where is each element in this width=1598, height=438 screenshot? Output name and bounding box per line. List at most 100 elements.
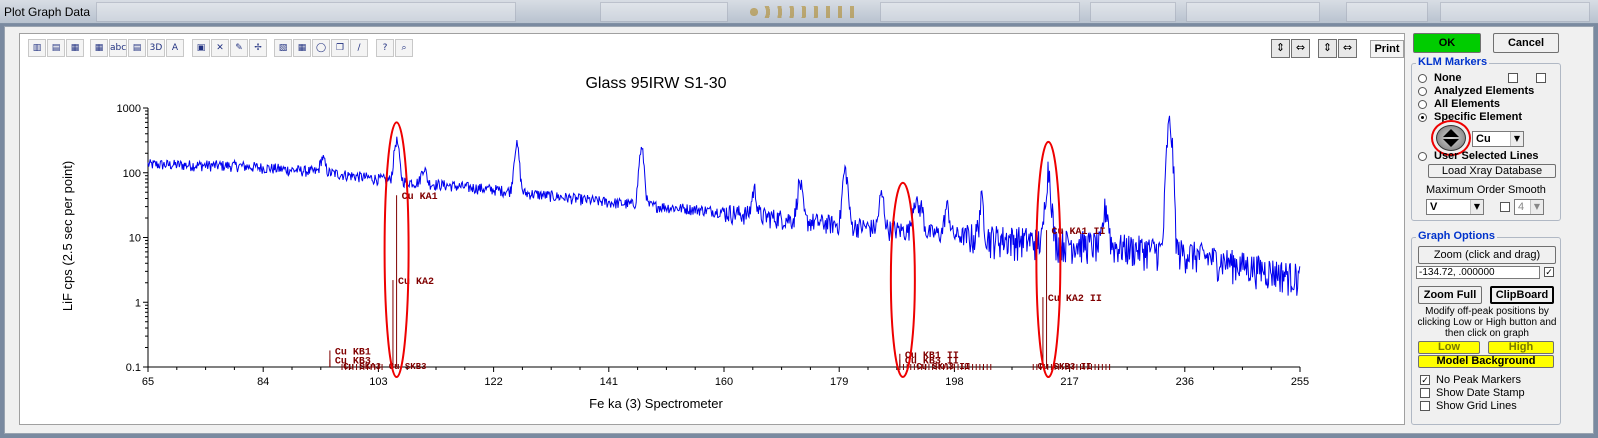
data-grid-icon[interactable]: ▤: [128, 39, 146, 57]
column-chart-icon[interactable]: ▤: [47, 39, 65, 57]
background-window-ghost: [880, 2, 1080, 22]
offpeak-instructions: Modify off-peak positions by clicking Lo…: [1412, 306, 1562, 339]
abc-icon[interactable]: abc: [109, 39, 127, 57]
zoom-full-button[interactable]: Zoom Full: [1418, 286, 1482, 304]
font-icon[interactable]: /: [350, 39, 368, 57]
radio-analyzed-label: Analyzed Elements: [1434, 85, 1535, 97]
x-tick-label: 236: [1176, 376, 1194, 388]
radio-icon[interactable]: [1418, 152, 1427, 161]
copy-icon[interactable]: ❐: [331, 39, 349, 57]
klm-checkbox-a[interactable]: [1508, 73, 1518, 83]
high-button[interactable]: High: [1488, 341, 1554, 354]
show-grid-lines-label: Show Grid Lines: [1436, 400, 1517, 412]
smooth-label: Smooth: [1508, 184, 1546, 196]
highlight-ellipse: [1035, 140, 1062, 379]
spectrum-series: [147, 115, 1301, 296]
smooth-select[interactable]: 4 ▼: [1514, 199, 1544, 215]
klm-marker-label: Cu KB1: [335, 347, 371, 358]
background-window-ghost: [1090, 2, 1176, 22]
annotation-icon[interactable]: ◯: [312, 39, 330, 57]
chart-title: Glass 95IRW S1-30: [585, 75, 726, 92]
klm-marker-label: Cu KA1: [402, 192, 438, 203]
show-grid-lines-checkbox[interactable]: [1420, 401, 1430, 411]
table-icon[interactable]: ▦: [90, 39, 108, 57]
3d-icon[interactable]: 3D: [147, 39, 165, 57]
grid-chart-icon[interactable]: ▦: [66, 39, 84, 57]
klm-marker-label: Cu KA1 II: [1052, 227, 1106, 238]
highlight-ellipse: [383, 121, 410, 379]
low-button[interactable]: Low: [1418, 341, 1480, 354]
graph-options-group: Graph Options Zoom (click and drag) -134…: [1411, 230, 1562, 425]
klm-checkbox-b[interactable]: [1536, 73, 1546, 83]
grid-lines-icon[interactable]: ▦: [293, 39, 311, 57]
cancel-button[interactable]: Cancel: [1493, 33, 1559, 53]
y-tick-label: 10: [129, 233, 141, 245]
smooth-value: 4: [1518, 201, 1525, 213]
coordinate-readout: -134.72, .000000: [1416, 266, 1540, 279]
radio-none-label: None: [1434, 72, 1462, 84]
data-table-icon[interactable]: ▧: [274, 39, 292, 57]
x-tick-label: 65: [142, 376, 154, 388]
style-icon[interactable]: A: [166, 39, 184, 57]
no-peak-markers-label: No Peak Markers: [1436, 374, 1521, 386]
spectrum-plot[interactable]: Glass 95IRW S1-30 Fe ka (3) Spectrometer…: [20, 34, 1406, 426]
tools-icon[interactable]: ✎: [230, 39, 248, 57]
x-tick-label: 103: [369, 376, 387, 388]
y-tick-label: 100: [123, 168, 141, 180]
scroll-vertical-icon[interactable]: ⇕: [1271, 39, 1290, 58]
x-tick-label: 198: [945, 376, 963, 388]
background-window-ghost: [1186, 2, 1320, 22]
coordinate-checkbox[interactable]: ✓: [1544, 267, 1554, 277]
model-background-button[interactable]: Model Background: [1418, 355, 1554, 368]
axes: 65 84 103 122 141 160 179 198 217 236 255 0.1 1 10 100…: [117, 103, 1310, 388]
x-tick-label: 255: [1291, 376, 1309, 388]
background-window-ghost: [96, 2, 516, 22]
axis-icon[interactable]: ✢: [249, 39, 267, 57]
background-window-ghost: [600, 2, 728, 22]
plot-options-icon[interactable]: ▣: [192, 39, 210, 57]
radio-user-label: User Selected Lines: [1434, 150, 1539, 162]
y-tick-label: 0.1: [126, 362, 141, 374]
x-tick-label: 122: [484, 376, 502, 388]
klm-markers-title: KLM Markers: [1416, 56, 1490, 68]
graph-panel[interactable]: ▥ ▤ ▦ ▦ abc ▤ 3D A ▣ ✕ ✎ ✢ ▧ ▦ ◯ ❐ / ? ⌕…: [19, 33, 1405, 425]
background-window-ghost: [1440, 2, 1590, 22]
spectrum-line: [147, 115, 1301, 296]
highlight-circle: [1431, 120, 1471, 156]
element-select[interactable]: Cu ▼: [1472, 131, 1524, 147]
zoom-vertical-icon[interactable]: ⇕: [1318, 39, 1337, 58]
radio-icon[interactable]: [1418, 113, 1427, 122]
zoom-click-drag-button[interactable]: Zoom (click and drag): [1418, 246, 1556, 264]
smooth-checkbox[interactable]: [1500, 202, 1510, 212]
background-window-ghost: [748, 6, 854, 18]
clipboard-button[interactable]: ClipBoard: [1490, 286, 1554, 304]
radio-icon[interactable]: [1418, 100, 1427, 109]
magnify-icon[interactable]: ⌕: [395, 39, 413, 57]
chevron-down-icon[interactable]: ▼: [1470, 200, 1483, 214]
offpeak-text-3: then click on graph: [1445, 328, 1529, 339]
max-order-select[interactable]: V ▼: [1426, 199, 1484, 215]
show-date-stamp-label: Show Date Stamp: [1436, 387, 1525, 399]
klm-baseline-label: Cu SKA3: [343, 362, 381, 372]
graph-toolbar: ▥ ▤ ▦ ▦ abc ▤ 3D A ▣ ✕ ✎ ✢ ▧ ▦ ◯ ❐ / ? ⌕…: [22, 36, 1404, 58]
radio-icon[interactable]: [1418, 87, 1427, 96]
radio-icon[interactable]: [1418, 74, 1427, 83]
zoom-horizontal-icon[interactable]: ⇔: [1338, 39, 1357, 58]
ok-button[interactable]: OK: [1413, 33, 1481, 53]
no-peak-markers-checkbox[interactable]: ✓: [1420, 375, 1430, 385]
x-tick-label: 141: [600, 376, 618, 388]
highlight-layer: [383, 121, 1062, 379]
y-tick-label: 1: [135, 297, 141, 309]
bar-chart-icon[interactable]: ▥: [28, 39, 46, 57]
chevron-down-icon[interactable]: ▼: [1510, 132, 1523, 146]
show-date-stamp-checkbox[interactable]: [1420, 388, 1430, 398]
chevron-down-icon[interactable]: ▼: [1530, 200, 1543, 214]
help-icon[interactable]: ?: [376, 39, 394, 57]
offpeak-text-1: Modify off-peak positions by: [1425, 306, 1549, 317]
print-button[interactable]: Print: [1370, 40, 1404, 58]
load-xray-database-button[interactable]: Load Xray Database: [1428, 164, 1556, 178]
markers-icon[interactable]: ✕: [211, 39, 229, 57]
window-title: Plot Graph Data: [4, 5, 91, 19]
scroll-horizontal-icon[interactable]: ⇔: [1291, 39, 1310, 58]
background-window-ghost: [1346, 2, 1428, 22]
